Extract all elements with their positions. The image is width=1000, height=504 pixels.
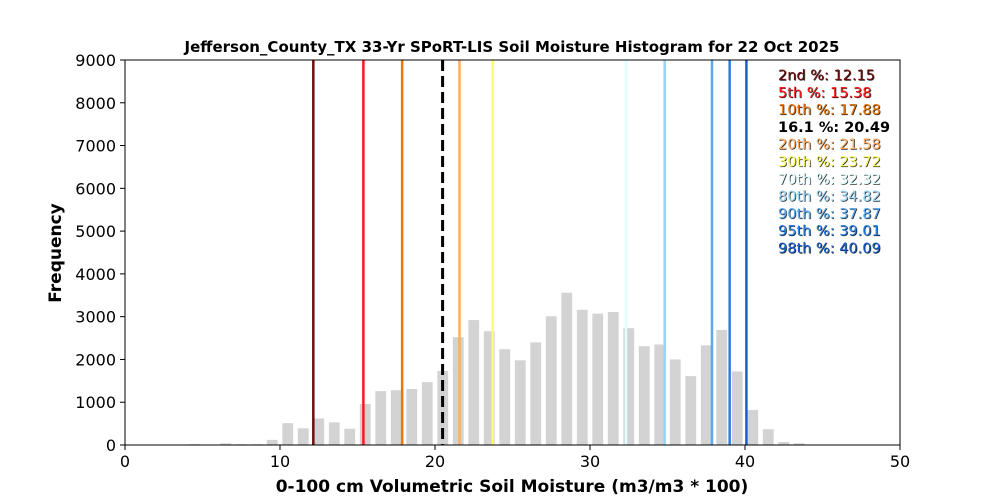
histogram-bar (514, 360, 526, 445)
legend-entry: 80th %: 34.82 (778, 189, 881, 205)
histogram-bar (669, 359, 681, 445)
histogram-bar (545, 316, 557, 445)
y-tick-label: 9000 (75, 51, 116, 70)
histogram-bar (747, 409, 759, 445)
legend-entry: 10th %: 17.88 (778, 103, 881, 119)
histogram-bar (359, 403, 371, 445)
histogram-bar (313, 418, 325, 445)
x-tick-label: 50 (890, 452, 910, 471)
legend-entry: 90th %: 37.87 (778, 206, 881, 222)
x-tick-label: 20 (425, 452, 445, 471)
x-tick-label: 0 (120, 452, 130, 471)
legend-entry: 5th %: 15.38 (778, 85, 872, 101)
histogram-bar (700, 345, 712, 445)
y-tick-label: 1000 (75, 393, 116, 412)
legend-entry: 70th %: 32.32 (778, 172, 881, 188)
histogram-bar (561, 292, 573, 445)
histogram-bar (623, 328, 635, 445)
histogram-bar (437, 370, 449, 445)
x-tick-label: 40 (735, 452, 755, 471)
legend-entry: 98th %: 40.09 (778, 241, 881, 257)
y-tick-label: 6000 (75, 179, 116, 198)
legend-entry: 2nd %: 12.15 (778, 68, 875, 84)
histogram-bar (328, 422, 340, 445)
y-tick-label: 4000 (75, 265, 116, 284)
histogram-bar (390, 390, 402, 445)
histogram-bar (530, 342, 542, 445)
histogram-bar (220, 443, 232, 445)
histogram-bar (654, 344, 666, 445)
histogram-bar (297, 428, 309, 445)
histogram-bar (468, 320, 480, 445)
histogram-bar (266, 439, 278, 445)
y-tick-label: 3000 (75, 308, 116, 327)
histogram-bar (793, 443, 805, 445)
histogram-bar (483, 331, 495, 445)
histogram-bar (375, 391, 387, 445)
histogram-bar (576, 309, 588, 445)
y-tick-label: 7000 (75, 137, 116, 156)
histogram-bar (638, 346, 650, 445)
histogram-bar (406, 388, 418, 445)
histogram-bar (344, 428, 356, 445)
x-axis-label: 0-100 cm Volumetric Soil Moisture (m3/m3… (276, 477, 749, 497)
y-tick-label: 8000 (75, 94, 116, 113)
histogram-bar (778, 442, 790, 445)
histogram-bar (716, 329, 728, 445)
histogram-bar (282, 423, 294, 445)
histogram-bar (685, 376, 697, 445)
legend-entry: 20th %: 21.58 (778, 137, 881, 153)
legend-entry: 30th %: 23.72 (778, 155, 881, 171)
y-tick-label: 0 (106, 436, 116, 455)
y-axis-label: Frequency (46, 203, 66, 303)
histogram-bar (731, 371, 743, 445)
y-tick-label: 5000 (75, 222, 116, 241)
histogram-bar (607, 311, 619, 445)
histogram-bar (421, 382, 433, 445)
x-tick-label: 10 (270, 452, 290, 471)
histogram-bar (592, 313, 604, 445)
legend-entry: 16.1 %: 20.49 (778, 120, 890, 136)
legend-entry: 95th %: 39.01 (778, 224, 881, 240)
histogram-bar (499, 349, 511, 445)
x-tick-label: 30 (580, 452, 600, 471)
y-tick-label: 2000 (75, 350, 116, 369)
chart-title: Jefferson_County_TX 33-Yr SPoRT-LIS Soil… (184, 38, 840, 56)
plot-frame (124, 59, 901, 446)
histogram-bar (762, 429, 774, 445)
